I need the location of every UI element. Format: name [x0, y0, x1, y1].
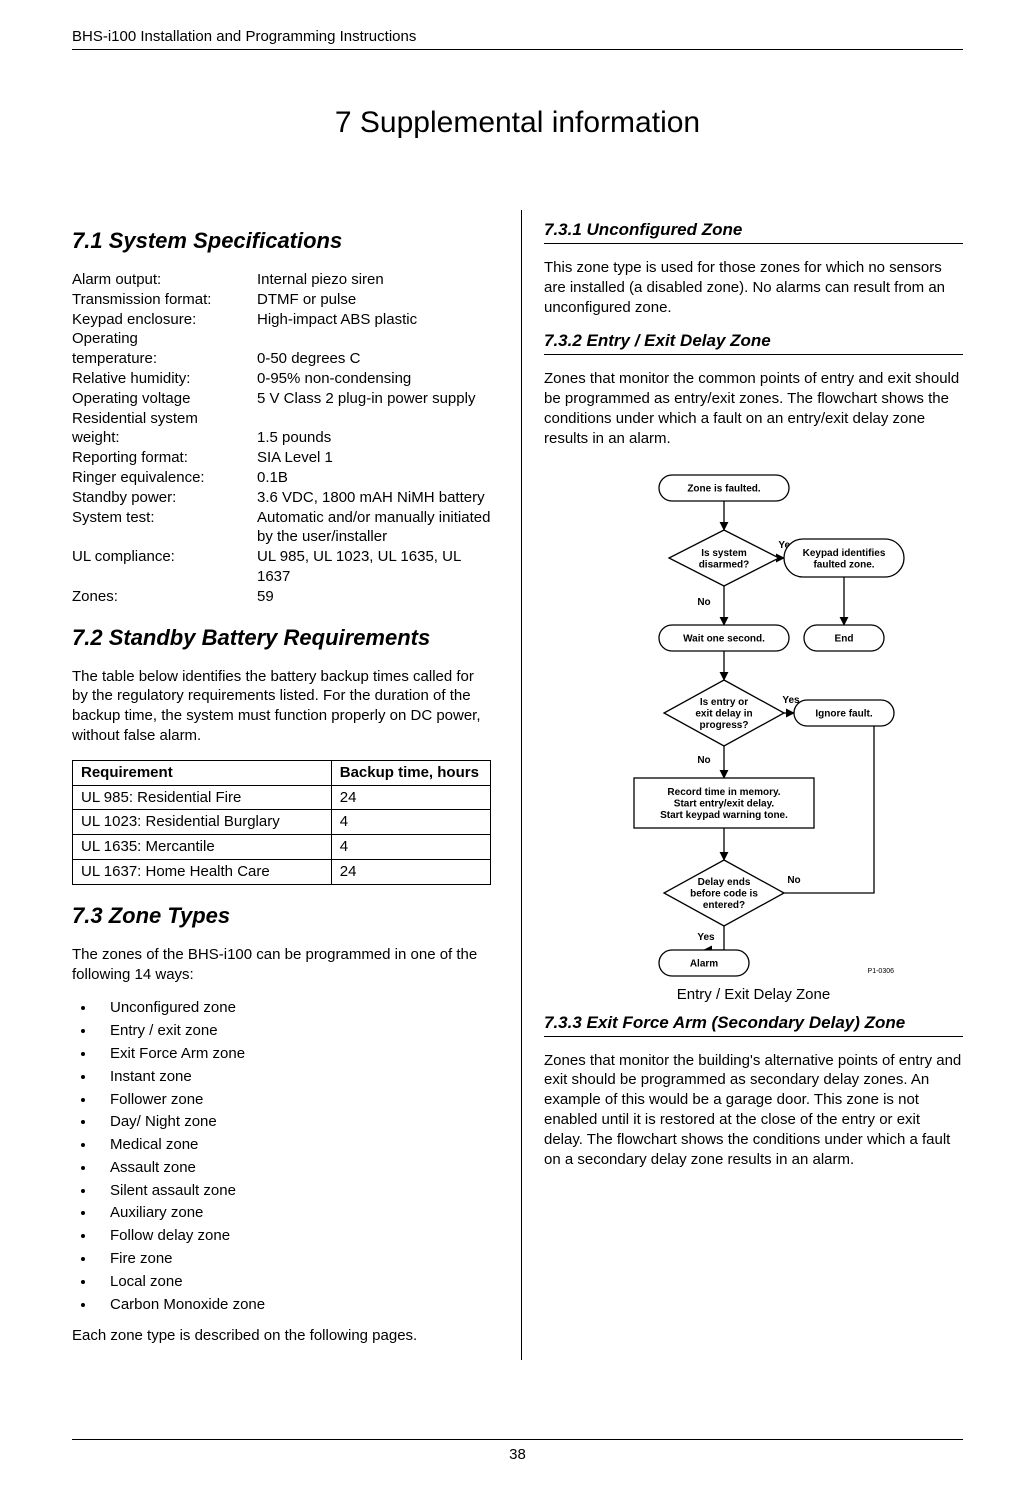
table-cell: 4: [331, 835, 490, 860]
spec-value: Automatic and/or manually initiated by t…: [257, 508, 491, 548]
spec-label: Relative humidity:: [72, 369, 257, 389]
running-head: BHS-i100 Installation and Programming In…: [72, 28, 963, 50]
spec-value: 3.6 VDC, 1800 mAH NiMH battery: [257, 488, 491, 508]
zone-type-list: Unconfigured zone Entry / exit zone Exit F…: [72, 998, 491, 1314]
table-cell: UL 1635: Mercantile: [73, 835, 332, 860]
list-item: Unconfigured zone: [96, 998, 491, 1018]
list-item: Silent assault zone: [96, 1181, 491, 1201]
spec-value: 59: [257, 587, 491, 607]
spec-value: High-impact ABS plastic: [257, 310, 491, 330]
spec-value: 0-95% non-condensing: [257, 369, 491, 389]
list-item: Local zone: [96, 1272, 491, 1292]
table-cell: UL 1023: Residential Burglary: [73, 810, 332, 835]
list-item: Instant zone: [96, 1067, 491, 1087]
spec-label: Standby power:: [72, 488, 257, 508]
heading-7-1: 7.1 System Specifications: [72, 228, 491, 254]
figure-caption: Entry / Exit Delay Zone: [544, 986, 963, 1003]
spec-value: 1.5 pounds: [257, 428, 491, 448]
flowchart-figure: YesNoYesNoNoYesZone is faulted.Is system…: [544, 463, 963, 1003]
sec733-body: Zones that monitor the building's altern…: [544, 1051, 963, 1170]
svg-text:Record time in memory.Start en: Record time in memory.Start entry/exit d…: [660, 787, 788, 821]
heading-7-3-3: 7.3.3 Exit Force Arm (Secondary Delay) Z…: [544, 1013, 963, 1037]
list-item: Follower zone: [96, 1090, 491, 1110]
spec-value: SIA Level 1: [257, 448, 491, 468]
right-column: 7.3.1 Unconfigured Zone This zone type i…: [521, 210, 963, 1360]
spec-table: Alarm output:Internal piezo sirenTransmi…: [72, 270, 491, 607]
backup-time-table: RequirementBackup time, hoursUL 985: Res…: [72, 760, 491, 885]
svg-text:Is systemdisarmed?: Is systemdisarmed?: [698, 547, 749, 570]
svg-text:No: No: [787, 875, 800, 886]
spec-label: Transmission format:: [72, 290, 257, 310]
svg-text:Yes: Yes: [697, 932, 715, 943]
spec-label: UL compliance:: [72, 547, 257, 587]
spec-label: Operating voltage: [72, 389, 257, 409]
heading-7-3: 7.3 Zone Types: [72, 903, 491, 929]
spec-label: Operating: [72, 329, 257, 349]
spec-label: Keypad enclosure:: [72, 310, 257, 330]
heading-7-3-2: 7.3.2 Entry / Exit Delay Zone: [544, 331, 963, 355]
spec-value: 0-50 degrees C: [257, 349, 491, 369]
spec-label: Ringer equivalence:: [72, 468, 257, 488]
table-cell: UL 985: Residential Fire: [73, 785, 332, 810]
svg-text:Ignore fault.: Ignore fault.: [815, 708, 872, 719]
spec-label: System test:: [72, 508, 257, 548]
svg-text:No: No: [697, 755, 710, 766]
svg-text:Alarm: Alarm: [689, 958, 717, 969]
table-row: UL 1635: Mercantile4: [73, 835, 491, 860]
sec731-body: This zone type is used for those zones f…: [544, 258, 963, 317]
svg-text:End: End: [834, 633, 853, 644]
sec73-intro: The zones of the BHS-i100 can be program…: [72, 945, 491, 985]
chapter-title: 7 Supplemental information: [72, 106, 963, 140]
spec-value: UL 985, UL 1023, UL 1635, UL 1637: [257, 547, 491, 587]
entry-exit-flowchart: YesNoYesNoNoYesZone is faulted.Is system…: [594, 463, 914, 983]
heading-7-2: 7.2 Standby Battery Requirements: [72, 625, 491, 651]
spec-value: 5 V Class 2 plug-in power supply: [257, 389, 491, 409]
list-item: Fire zone: [96, 1249, 491, 1269]
list-item: Day/ Night zone: [96, 1112, 491, 1132]
list-item: Assault zone: [96, 1158, 491, 1178]
spec-value: DTMF or pulse: [257, 290, 491, 310]
sec73-outro: Each zone type is described on the follo…: [72, 1326, 491, 1346]
list-item: Follow delay zone: [96, 1226, 491, 1246]
spec-label: Residential system: [72, 409, 257, 429]
table-header: Requirement: [73, 760, 332, 785]
spec-label: temperature:: [72, 349, 257, 369]
spec-label: Alarm output:: [72, 270, 257, 290]
svg-text:Zone is faulted.: Zone is faulted.: [687, 483, 761, 494]
spec-value: Internal piezo siren: [257, 270, 491, 290]
page-number: 38: [72, 1439, 963, 1463]
spec-label: Zones:: [72, 587, 257, 607]
list-item: Entry / exit zone: [96, 1021, 491, 1041]
list-item: Exit Force Arm zone: [96, 1044, 491, 1064]
svg-text:Keypad identifiesfaulted zone.: Keypad identifiesfaulted zone.: [802, 547, 885, 570]
table-cell: UL 1637: Home Health Care: [73, 859, 332, 884]
list-item: Carbon Monoxide zone: [96, 1295, 491, 1315]
table-cell: 24: [331, 859, 490, 884]
spec-label: Reporting format:: [72, 448, 257, 468]
heading-7-3-1: 7.3.1 Unconfigured Zone: [544, 220, 963, 244]
spec-label: weight:: [72, 428, 257, 448]
spec-value: 0.1B: [257, 468, 491, 488]
list-item: Medical zone: [96, 1135, 491, 1155]
table-header: Backup time, hours: [331, 760, 490, 785]
svg-text:P1-0306: P1-0306: [867, 968, 894, 975]
svg-text:Wait one second.: Wait one second.: [683, 633, 765, 644]
table-row: UL 985: Residential Fire24: [73, 785, 491, 810]
table-cell: 24: [331, 785, 490, 810]
table-row: UL 1023: Residential Burglary4: [73, 810, 491, 835]
svg-text:No: No: [697, 597, 710, 608]
svg-text:Is entry orexit delay inprogre: Is entry orexit delay inprogress?: [695, 697, 752, 731]
sec72-intro: The table below identifies the battery b…: [72, 667, 491, 746]
table-row: UL 1637: Home Health Care24: [73, 859, 491, 884]
left-column: 7.1 System Specifications Alarm output:I…: [72, 210, 491, 1360]
list-item: Auxiliary zone: [96, 1203, 491, 1223]
table-cell: 4: [331, 810, 490, 835]
sec732-body: Zones that monitor the common points of …: [544, 369, 963, 448]
